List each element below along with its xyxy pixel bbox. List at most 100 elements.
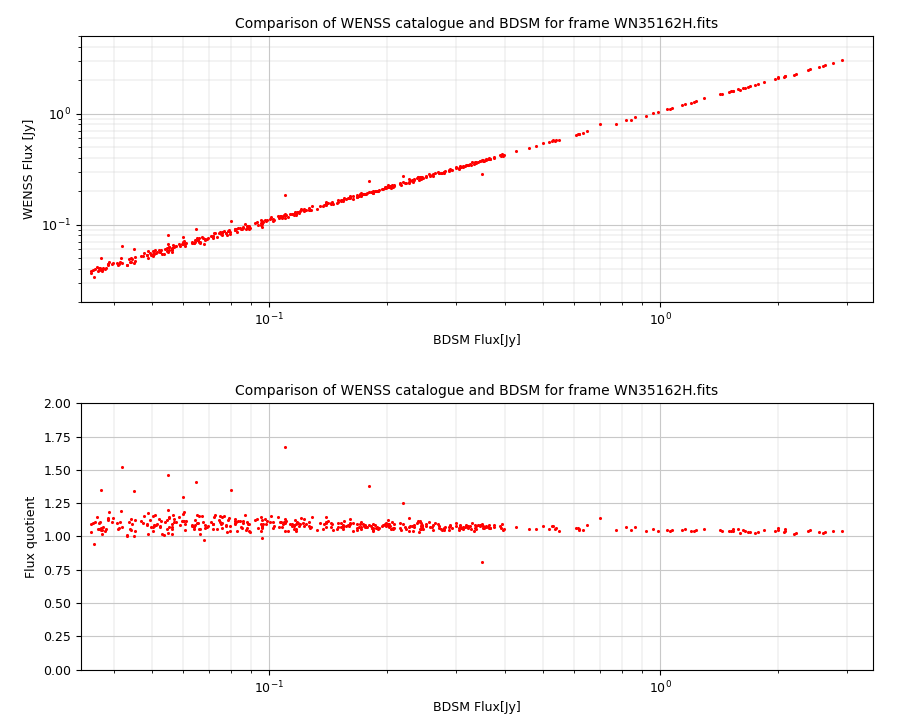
Point [193, 236, 207, 248]
Point [93, 523, 107, 535]
Point [94, 522, 108, 534]
Point [187, 238, 202, 249]
Point [467, 158, 482, 170]
Point [210, 231, 224, 243]
Point [199, 521, 213, 533]
Point [259, 215, 274, 226]
Point [457, 521, 472, 533]
Point [443, 163, 457, 175]
Point [141, 252, 156, 264]
Point [471, 156, 485, 167]
Point [576, 524, 590, 536]
Point [251, 523, 266, 534]
Point [96, 263, 111, 274]
Point [324, 197, 338, 208]
Point [411, 171, 426, 183]
Point [697, 93, 711, 104]
Point [337, 516, 351, 527]
Point [356, 521, 371, 532]
Point [217, 510, 231, 522]
Point [94, 252, 108, 264]
Point [165, 523, 179, 535]
Point [185, 237, 200, 248]
Point [479, 520, 493, 531]
Point [342, 192, 356, 203]
Point [724, 525, 738, 536]
Point [177, 238, 192, 249]
Point [461, 523, 475, 534]
Point [468, 158, 482, 169]
Point [185, 519, 200, 531]
Point [94, 524, 109, 536]
Point [158, 529, 172, 541]
Point [684, 97, 698, 109]
Point [646, 107, 661, 119]
Point [264, 212, 278, 223]
Title: Comparison of WENSS catalogue and BDSM for frame WN35162H.fits: Comparison of WENSS catalogue and BDSM f… [236, 17, 718, 31]
Point [105, 258, 120, 270]
Point [111, 259, 125, 271]
Point [179, 515, 194, 526]
Point [461, 160, 475, 171]
Point [360, 521, 374, 532]
Point [88, 264, 103, 275]
Point [146, 521, 160, 532]
Point [293, 512, 308, 523]
Point [378, 181, 392, 193]
Point [95, 266, 110, 277]
Point [609, 118, 624, 130]
Point [369, 186, 383, 197]
Point [371, 523, 385, 534]
Point [410, 172, 424, 184]
Point [286, 523, 301, 535]
Point [115, 462, 130, 473]
Point [416, 523, 430, 535]
Point [455, 523, 470, 535]
Point [457, 160, 472, 171]
Point [266, 214, 281, 225]
Point [399, 523, 413, 534]
Point [96, 521, 111, 533]
Point [304, 511, 319, 523]
Point [738, 82, 752, 94]
X-axis label: BDSM Flux[Jy]: BDSM Flux[Jy] [433, 701, 521, 714]
Point [395, 518, 410, 529]
Point [191, 518, 205, 529]
Point [572, 522, 586, 534]
Point [418, 171, 433, 182]
Point [113, 253, 128, 264]
Point [319, 518, 333, 529]
Point [324, 198, 338, 210]
Point [220, 229, 235, 240]
Point [357, 188, 372, 199]
Point [455, 161, 470, 173]
Point [230, 517, 244, 528]
Point [464, 159, 478, 171]
Point [91, 265, 105, 276]
Y-axis label: WENSS Flux [Jy]: WENSS Flux [Jy] [22, 119, 36, 220]
Point [219, 228, 233, 239]
Point [133, 250, 148, 261]
Point [715, 89, 729, 100]
Point [210, 523, 224, 535]
Point [687, 96, 701, 108]
Point [114, 258, 129, 269]
Point [343, 513, 357, 525]
Point [287, 520, 302, 531]
Point [88, 516, 103, 528]
Point [275, 521, 290, 533]
Point [94, 523, 108, 535]
Point [194, 528, 208, 540]
Point [122, 253, 136, 265]
Point [366, 525, 381, 536]
Point [111, 517, 125, 528]
Point [469, 156, 483, 168]
Point [189, 476, 203, 487]
Point [580, 519, 594, 531]
Point [747, 80, 761, 91]
Point [357, 519, 372, 531]
Point [303, 204, 318, 216]
Point [660, 524, 674, 536]
Point [436, 523, 451, 534]
Point [215, 226, 230, 238]
